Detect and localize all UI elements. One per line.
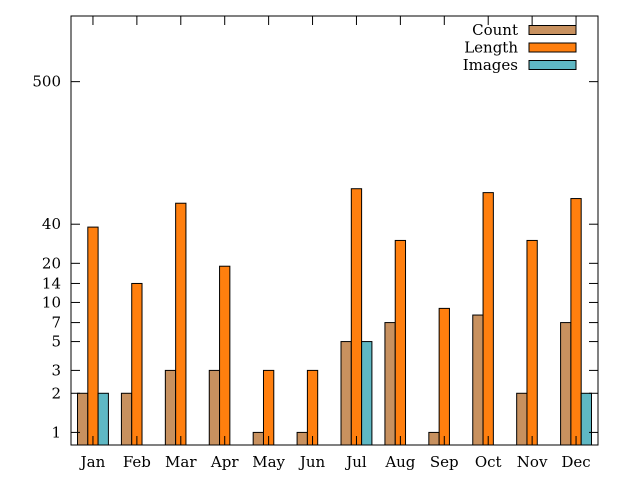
- bar-count-jan: [77, 392, 89, 446]
- bar-length-aug: [394, 239, 407, 446]
- bar-images-jan: [97, 392, 109, 446]
- bar-count-jul: [340, 341, 352, 446]
- bar-length-nov: [526, 239, 538, 446]
- bar-length-mar: [175, 202, 187, 446]
- bar-images-dec: [580, 392, 592, 446]
- bar-count-apr: [208, 369, 221, 446]
- x-tick-label: Sep: [430, 453, 459, 471]
- bar-length-apr: [219, 265, 231, 446]
- bar-count-oct: [472, 314, 484, 446]
- x-tick-label: Jul: [344, 453, 367, 471]
- y-tick-label: 40: [42, 215, 61, 233]
- y-tick-label: 5: [51, 333, 61, 351]
- x-tick-label: Nov: [517, 453, 548, 471]
- bar-count-mar: [164, 369, 177, 446]
- x-tick-label: Jun: [298, 453, 326, 471]
- bar-length-jun: [306, 369, 319, 446]
- y-tick-label: 14: [42, 274, 61, 292]
- legend-swatch: [528, 60, 577, 70]
- y-tick-label: 3: [51, 361, 61, 379]
- bar-length-jan: [87, 226, 99, 446]
- bar-length-feb: [131, 282, 143, 446]
- y-tick-label: 500: [32, 73, 61, 91]
- y-tick-label: 20: [42, 254, 61, 272]
- x-tick-label: Feb: [123, 453, 151, 471]
- bar-count-nov: [516, 392, 528, 446]
- x-tick-label: Jan: [79, 453, 106, 471]
- legend-swatch: [528, 42, 577, 53]
- plot-frame: [70, 15, 599, 446]
- bar-length-jul: [350, 188, 363, 446]
- x-tick-label: Oct: [475, 453, 502, 471]
- bar-count-aug: [384, 322, 396, 446]
- bar-length-oct: [482, 192, 494, 446]
- bar-length-may: [262, 369, 275, 446]
- y-tick-label: 2: [51, 384, 61, 402]
- legend-swatch: [528, 25, 577, 35]
- y-tick-label: 1: [51, 423, 61, 441]
- legend-label: Length: [464, 39, 518, 57]
- bar-count-dec: [560, 322, 572, 446]
- x-tick-label: Dec: [561, 453, 590, 471]
- y-tick-label: 10: [42, 293, 61, 311]
- x-tick-label: Mar: [165, 453, 197, 471]
- x-tick-label: May: [252, 453, 285, 471]
- y-tick-label: 7: [51, 314, 61, 332]
- bar-count-may: [252, 431, 264, 446]
- bar-length-sep: [438, 307, 450, 446]
- bar-length-dec: [570, 198, 582, 446]
- x-tick-label: Aug: [384, 453, 415, 471]
- bar-images-jul: [361, 341, 373, 446]
- bar-count-feb: [120, 392, 133, 446]
- x-tick-label: Apr: [210, 453, 239, 471]
- legend-label: Count: [472, 21, 518, 39]
- bar-count-sep: [428, 431, 440, 446]
- legend-label: Images: [463, 56, 518, 74]
- bar-count-jun: [296, 431, 308, 446]
